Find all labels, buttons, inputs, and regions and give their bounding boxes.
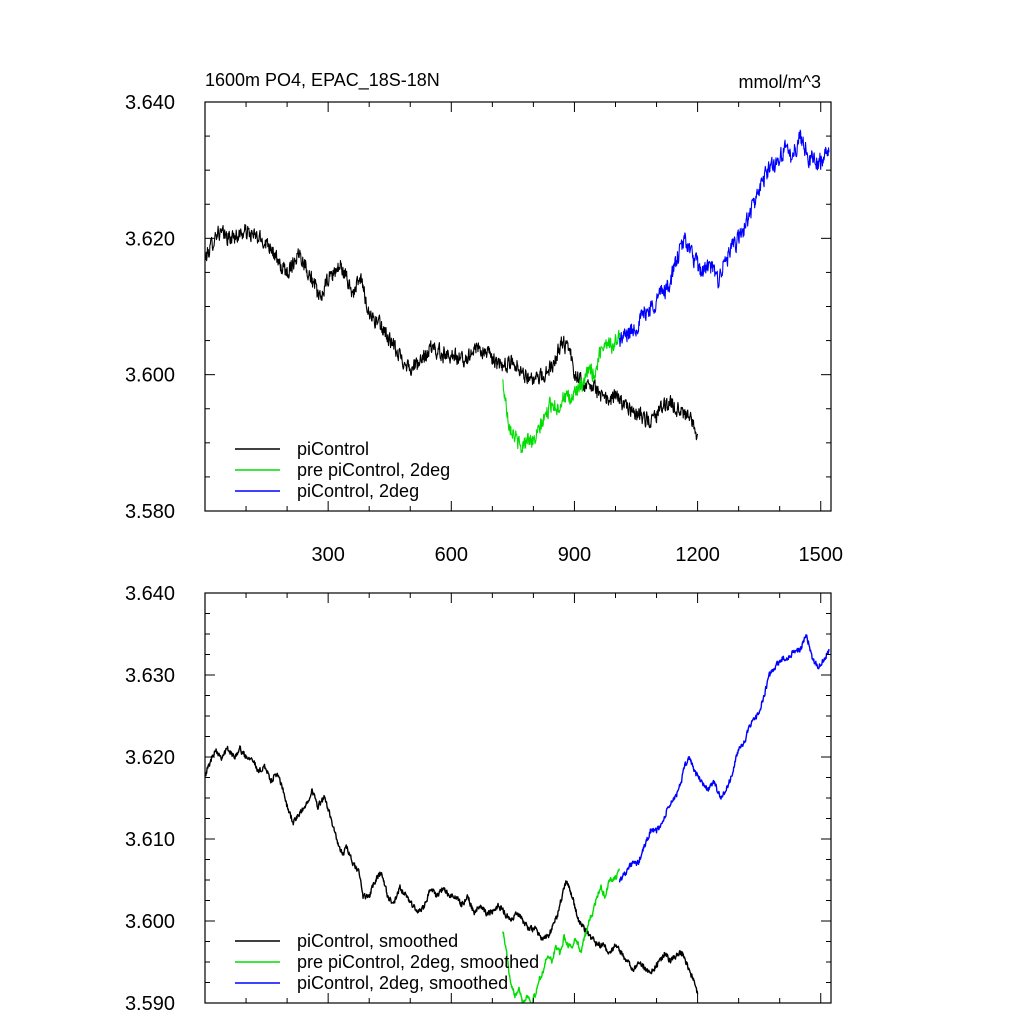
y-tick-label: 3.600 — [125, 365, 175, 387]
y-tick-label: 3.620 — [125, 228, 175, 250]
series-line-pre-picontrol-2deg-smoothed — [501, 868, 621, 1003]
chart-panel-2: 3.590 3.600 3.610 3.620 3.630 3.640 piControl,… — [125, 583, 832, 1015]
series-line-picontrol — [205, 224, 699, 441]
legend-label: piControl, 2deg — [297, 481, 419, 501]
x-tick-label: 1500 — [798, 544, 843, 566]
y-tick-label: 3.610 — [125, 829, 175, 851]
y-tick-label: 3.600 — [125, 911, 175, 933]
legend-label: piControl, 2deg, smoothed — [297, 973, 508, 993]
y-tick-label: 3.580 — [125, 501, 175, 523]
legend-label: piControl, smoothed — [297, 931, 458, 951]
series-line-picontrol-2deg-smoothed — [618, 634, 830, 883]
y-tick-label: 3.640 — [125, 92, 175, 114]
y-tick-label: 3.630 — [125, 665, 175, 687]
legend-label: piControl — [297, 439, 369, 459]
series-line-picontrol-smoothed — [205, 745, 699, 995]
y-tick-label: 3.590 — [125, 993, 175, 1015]
x-tick-label: 600 — [435, 544, 468, 566]
y-tick-label: 3.640 — [125, 583, 175, 605]
series-line-pre-picontrol-2deg — [502, 329, 621, 454]
x-tick-label: 1200 — [675, 544, 720, 566]
legend-label: pre piControl, 2deg, smoothed — [297, 952, 539, 972]
y-tick-label: 3.620 — [125, 747, 175, 769]
units-label: mmol/m^3 — [739, 72, 821, 92]
chart-panel-1: 300 600 900 1200 1500 3.580 3.600 3.620 3.640 160… — [125, 70, 843, 566]
legend-label: pre piControl, 2deg — [297, 460, 450, 480]
chart-title: 1600m PO4, EPAC_18S-18N — [205, 70, 440, 91]
series-line-picontrol-2deg — [619, 129, 830, 348]
x-tick-label: 900 — [558, 544, 591, 566]
x-tick-label: 300 — [311, 544, 344, 566]
